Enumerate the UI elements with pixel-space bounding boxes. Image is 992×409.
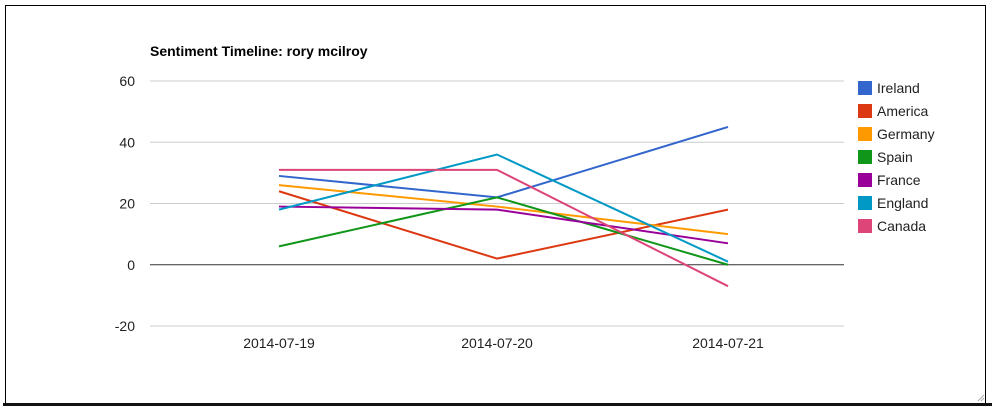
legend-label: France	[877, 172, 921, 188]
y-tick-label: 20	[119, 196, 135, 212]
legend-swatch	[858, 150, 872, 164]
x-tick-label: 2014-07-20	[461, 335, 533, 351]
legend-item-spain[interactable]: Spain	[858, 149, 913, 165]
legend-swatch	[858, 127, 872, 141]
legend-swatch	[858, 173, 872, 187]
legend-item-america[interactable]: America	[858, 103, 929, 119]
legend-label: Spain	[877, 149, 913, 165]
series-line-canada[interactable]	[279, 168, 729, 288]
series-line-england[interactable]	[278, 153, 729, 263]
legend-swatch	[858, 81, 872, 95]
legend-item-canada[interactable]: Canada	[858, 218, 926, 234]
legend: Ireland America Germany Spain France England C…	[858, 80, 935, 234]
series-line-spain[interactable]	[278, 196, 729, 266]
x-tick-label: 2014-07-19	[243, 335, 315, 351]
legend-item-ireland[interactable]: Ireland	[858, 80, 920, 96]
legend-swatch	[858, 104, 872, 118]
legend-swatch	[858, 196, 872, 210]
y-tick-label: 40	[119, 134, 135, 150]
x-axis-ticks: 2014-07-19 2014-07-20 2014-07-21	[243, 335, 764, 351]
series-lines	[278, 125, 729, 288]
legend-label: England	[877, 195, 928, 211]
series-line-france[interactable]	[278, 205, 729, 245]
y-tick-label: -20	[115, 318, 135, 334]
y-tick-label: 0	[127, 257, 135, 273]
legend-item-germany[interactable]: Germany	[858, 126, 935, 142]
window-bottom-border	[3, 403, 992, 406]
legend-label: Canada	[877, 218, 926, 234]
legend-label: America	[877, 103, 929, 119]
gridlines	[150, 80, 844, 327]
legend-item-england[interactable]: England	[858, 195, 928, 211]
series-line-ireland[interactable]	[278, 125, 729, 199]
x-tick-label: 2014-07-21	[692, 335, 764, 351]
legend-swatch	[858, 219, 872, 233]
legend-label: Ireland	[877, 80, 920, 96]
y-tick-label: 60	[119, 73, 135, 89]
legend-item-france[interactable]: France	[858, 172, 921, 188]
resize-grip-icon[interactable]	[977, 394, 985, 402]
series-line-america[interactable]	[278, 190, 729, 260]
chart-title: Sentiment Timeline: rory mcilroy	[150, 43, 368, 59]
y-axis-ticks: 60 40 20 0 -20	[115, 73, 135, 334]
legend-label: Germany	[877, 126, 935, 142]
